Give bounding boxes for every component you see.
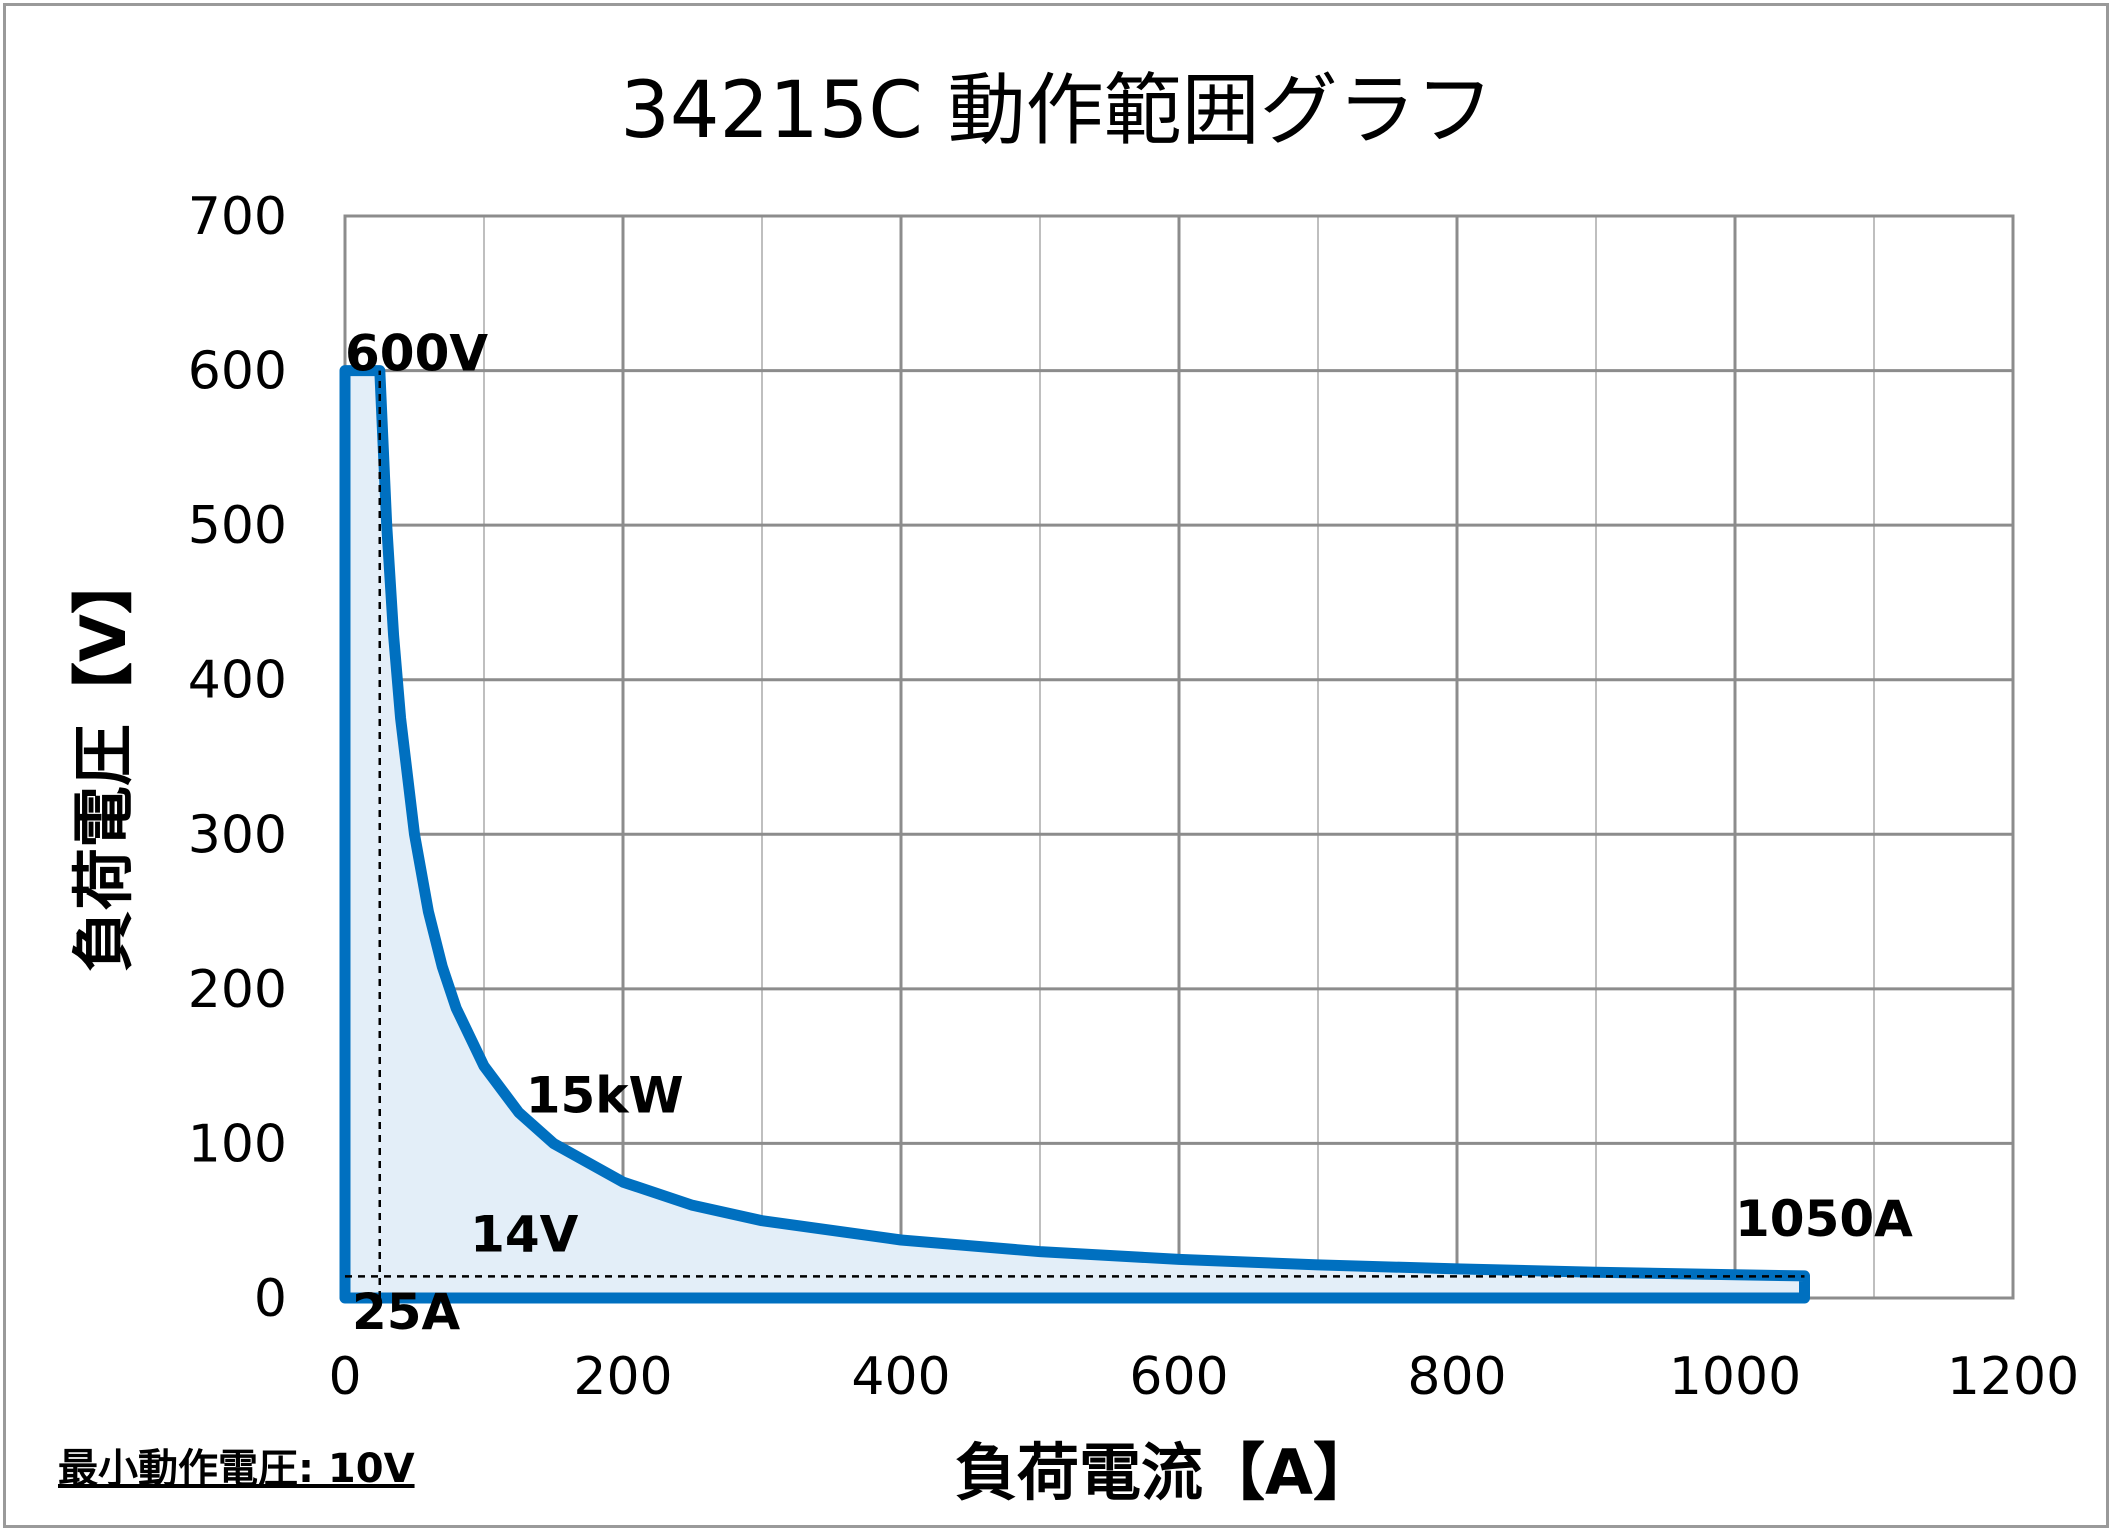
- chart-title: 34215C 動作範囲グラフ: [620, 66, 1493, 156]
- reference-lines: [345, 370, 1805, 1298]
- x-tick-label: 0: [328, 1347, 361, 1407]
- x-tick-label: 1000: [1669, 1347, 1801, 1407]
- y-tick-label: 200: [188, 960, 287, 1020]
- annotation-25a: 25A: [352, 1283, 461, 1341]
- x-axis-label: 負荷電流【A】: [955, 1436, 1375, 1509]
- y-tick-label: 300: [188, 805, 287, 865]
- annotation-15kw: 15kW: [526, 1067, 684, 1125]
- x-tick-label: 200: [573, 1347, 672, 1407]
- series-layer: [339, 365, 1810, 1304]
- annotation-600v: 600V: [345, 325, 488, 383]
- y-axis-label: 負荷電圧【V】: [67, 552, 140, 972]
- y-tick-label: 600: [188, 342, 287, 402]
- x-tick-label: 400: [851, 1347, 950, 1407]
- annotation-14v: 14V: [470, 1206, 579, 1264]
- y-tick-label: 500: [188, 496, 287, 556]
- x-tick-label: 600: [1129, 1347, 1228, 1407]
- x-tick-label: 1200: [1947, 1347, 2079, 1407]
- y-axis-ticks: 0 100 200 300 400 500 600 700: [188, 187, 287, 1329]
- y-tick-label: 0: [254, 1269, 287, 1329]
- x-axis-ticks: 0 200 400 600 800 1000 1200: [328, 1347, 2079, 1407]
- major-grid: [343, 214, 2015, 1300]
- operating-range-line: [339, 365, 1810, 1304]
- chart-frame: [3, 3, 2109, 1528]
- y-tick-label: 400: [188, 651, 287, 711]
- operating-area-fill: [345, 370, 1805, 1299]
- annotation-1050a: 1050A: [1735, 1190, 1913, 1248]
- x-tick-label: 800: [1407, 1347, 1506, 1407]
- y-tick-label: 700: [188, 187, 287, 247]
- min-operating-voltage-note: 最小動作電圧: 10V: [58, 1446, 415, 1492]
- y-tick-label: 100: [188, 1114, 287, 1174]
